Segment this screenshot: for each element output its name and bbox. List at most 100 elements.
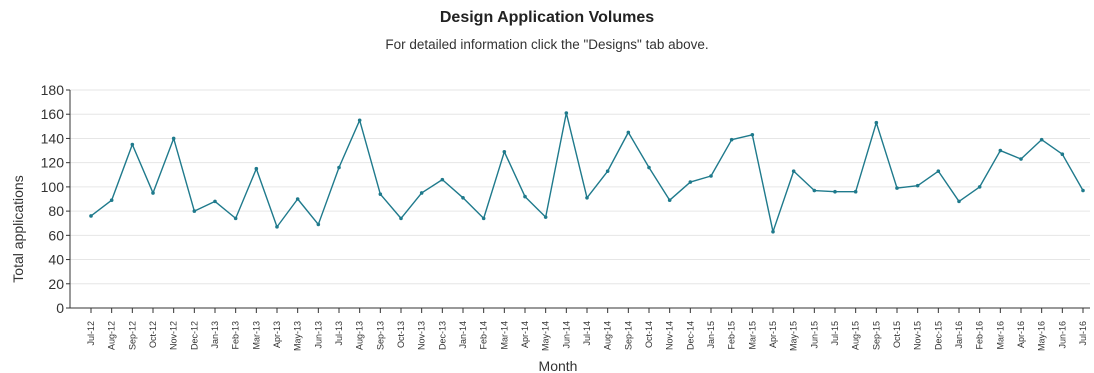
x-tick-label: Feb-15 <box>727 321 737 350</box>
x-tick-label: Aug-12 <box>107 321 117 350</box>
data-point[interactable] <box>771 229 775 234</box>
x-tick-label: Jul-16 <box>1078 321 1088 346</box>
y-tick-label: 180 <box>41 82 65 98</box>
chart-subtitle: For detailed information click the "Desi… <box>385 37 709 52</box>
data-point[interactable] <box>626 130 631 135</box>
data-point[interactable] <box>957 199 961 204</box>
x-tick-label: Aug-14 <box>603 321 613 350</box>
data-point[interactable] <box>998 148 1003 153</box>
data-point[interactable] <box>523 194 527 199</box>
data-point[interactable] <box>399 216 403 221</box>
data-point[interactable] <box>874 120 879 125</box>
data-point[interactable] <box>378 192 383 196</box>
data-point[interactable] <box>481 216 486 221</box>
x-tick-label: Apr-14 <box>520 321 530 348</box>
x-tick-label: Aug-15 <box>851 321 861 350</box>
y-tick-label: 100 <box>41 179 65 195</box>
x-tick-label: Nov-15 <box>913 321 923 350</box>
data-point[interactable] <box>647 165 651 170</box>
x-tick-label: Oct-13 <box>396 321 406 348</box>
data-point[interactable] <box>130 142 135 147</box>
y-tick-label: 140 <box>41 130 65 146</box>
y-tick-label: 40 <box>48 252 64 268</box>
data-point[interactable] <box>1019 157 1023 161</box>
data-point[interactable] <box>709 174 713 178</box>
data-point[interactable] <box>853 189 858 194</box>
data-point[interactable] <box>295 197 300 201</box>
axes <box>69 90 1090 309</box>
x-tick-label: Feb-13 <box>231 321 241 350</box>
x-tick-label: Apr-16 <box>1016 321 1026 348</box>
data-point[interactable] <box>357 118 362 123</box>
x-tick-label: Dec-15 <box>933 321 943 350</box>
x-tick-label: Mar-14 <box>499 321 509 350</box>
x-tick-label: Sep-13 <box>375 321 385 350</box>
data-point[interactable] <box>915 183 920 188</box>
data-point[interactable] <box>895 186 899 190</box>
data-point[interactable] <box>605 169 610 173</box>
x-tick-label: Feb-16 <box>975 321 985 350</box>
x-tick-label: Jun-13 <box>313 321 323 349</box>
x-tick-label: May-14 <box>541 321 551 351</box>
data-point[interactable] <box>316 222 321 227</box>
data-point[interactable] <box>1060 152 1065 156</box>
data-point[interactable] <box>192 209 197 213</box>
x-tick-label: Oct-15 <box>892 321 902 348</box>
data-point[interactable] <box>564 111 569 115</box>
x-tick-label: Jul-15 <box>830 321 840 346</box>
x-tick-label: Mar-15 <box>747 321 757 350</box>
x-tick-label: Mar-13 <box>251 321 261 350</box>
x-tick-label: Feb-14 <box>479 321 489 350</box>
x-tick-label: Apr-13 <box>272 321 282 348</box>
data-point[interactable] <box>543 215 548 219</box>
data-point[interactable] <box>936 169 941 173</box>
data-point[interactable] <box>729 137 734 142</box>
y-tick-label: 160 <box>41 106 65 122</box>
data-point[interactable] <box>667 198 672 203</box>
x-tick-label: Aug-13 <box>355 321 365 350</box>
x-tick-label: Jul-12 <box>86 321 96 346</box>
y-tick-label: 20 <box>48 276 64 292</box>
x-axis-ticks: Jul-12 Aug-12 Sep-12 Oct-12 Nov-12 Dec-12 Jan-… <box>86 308 1088 351</box>
data-point[interactable] <box>233 216 238 221</box>
data-point[interactable] <box>89 214 93 218</box>
data-point[interactable] <box>254 166 259 171</box>
x-tick-label: Dec-14 <box>685 321 695 350</box>
x-tick-label: May-16 <box>1037 321 1047 351</box>
data-point[interactable] <box>750 133 755 137</box>
data-point[interactable] <box>585 195 589 200</box>
data-point[interactable] <box>151 191 155 195</box>
data-point[interactable] <box>812 188 817 193</box>
data-point[interactable] <box>1039 137 1044 142</box>
x-tick-label: Oct-12 <box>148 321 158 348</box>
data-point[interactable] <box>977 185 982 189</box>
data-point[interactable] <box>419 191 424 195</box>
data-point[interactable] <box>502 149 507 154</box>
x-tick-label: May-13 <box>293 321 303 351</box>
y-axis-ticks: 0 20 40 60 80 100 120 140 160 180 <box>41 82 70 316</box>
x-tick-label: Jun-14 <box>561 321 571 349</box>
data-point[interactable] <box>461 195 465 200</box>
x-axis-label: Month <box>539 358 578 373</box>
x-tick-label: Sep-15 <box>871 321 881 350</box>
x-tick-label: Jan-15 <box>706 321 716 349</box>
x-tick-label: Jan-16 <box>954 321 964 349</box>
data-point[interactable] <box>275 225 279 229</box>
data-point[interactable] <box>337 165 341 170</box>
x-tick-label: Jun-16 <box>1057 321 1067 349</box>
x-tick-label: Jan-13 <box>210 321 220 349</box>
x-tick-label: May-15 <box>789 321 799 351</box>
data-point[interactable] <box>440 177 445 182</box>
data-point[interactable] <box>171 136 176 141</box>
x-tick-label: Oct-14 <box>644 321 654 348</box>
gridlines <box>70 89 1090 285</box>
data-point[interactable] <box>791 169 796 173</box>
y-tick-label: 120 <box>41 155 65 171</box>
y-tick-label: 80 <box>48 203 64 219</box>
data-point[interactable] <box>1081 188 1085 193</box>
data-point[interactable] <box>833 189 837 194</box>
data-point[interactable] <box>688 180 693 184</box>
data-point[interactable] <box>109 198 114 203</box>
data-point[interactable] <box>213 199 217 204</box>
